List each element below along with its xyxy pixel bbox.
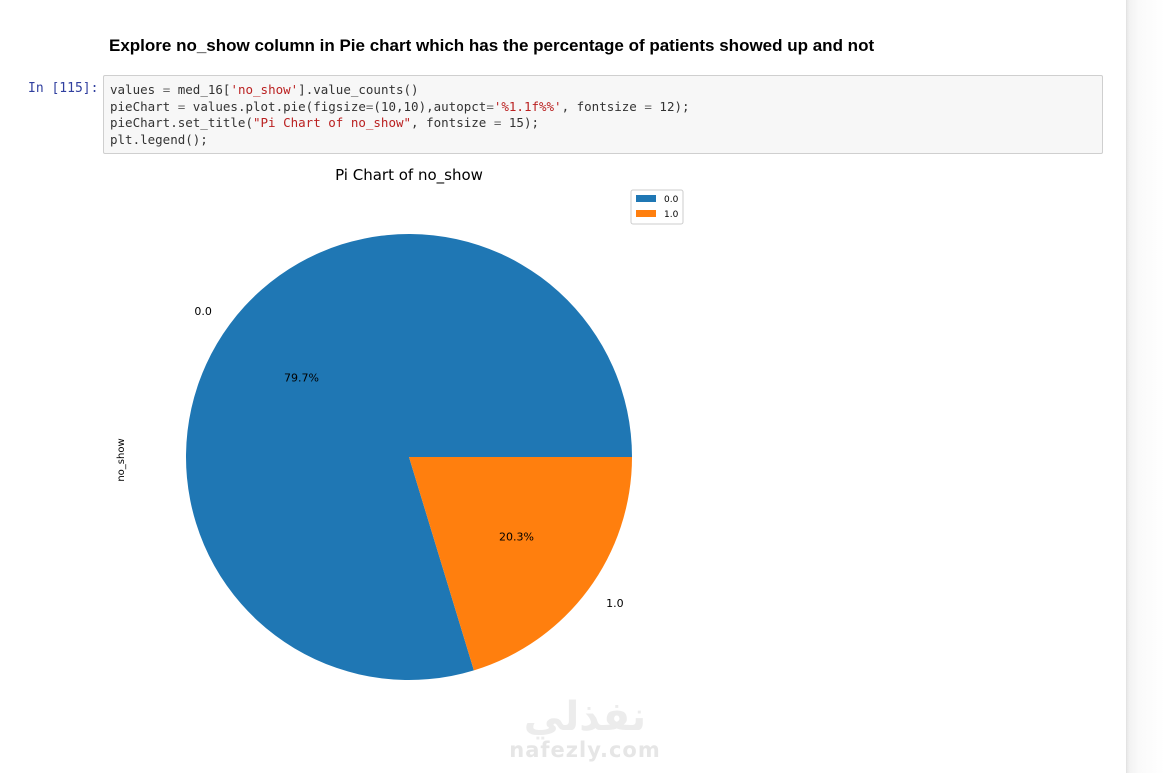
legend-swatch — [636, 195, 656, 202]
cell-prompt: In [115]: — [28, 81, 99, 96]
pie-percent-label: 20.3% — [499, 531, 534, 544]
pie-labels: 0.0 79.7% 1.0 20.3% — [194, 305, 623, 610]
code-token: = — [365, 98, 374, 114]
pie-chart: Pi Chart of no_show no_show 0.0 79.7% 1.0 2… — [116, 166, 684, 680]
code-token: plt.legend(); — [110, 131, 208, 147]
code-token: , fontsize — [561, 98, 645, 114]
watermark-arabic: نفذلي — [523, 694, 647, 740]
chart-legend: 0.0 1.0 — [630, 189, 684, 225]
code-token: ].value_counts() — [298, 82, 419, 97]
code-token: med_16[ — [170, 82, 231, 97]
code-token: = — [486, 98, 494, 114]
code-token: = — [177, 98, 186, 114]
code-line: values = med_16['no_show'].value_counts(… — [110, 82, 690, 99]
pie-slice-1-0 — [409, 457, 632, 671]
code-token: 12); — [651, 98, 690, 114]
code-token: values.plot.pie(figsize — [185, 98, 366, 114]
pie-percent-label: 79.7% — [284, 371, 319, 384]
code-token: , fontsize — [411, 115, 494, 130]
section-heading: Explore no_show column in Pie chart whic… — [109, 36, 875, 55]
code-line: plt.legend(); — [110, 132, 690, 149]
code-cell[interactable]: values = med_16['no_show'].value_counts(… — [103, 75, 1103, 154]
code-token: = — [493, 115, 502, 130]
code-token: 'no_show' — [230, 82, 299, 97]
code-token: 15); — [501, 115, 540, 130]
chart-ylabel: no_show — [116, 438, 127, 481]
code-token: values — [110, 82, 163, 97]
chart-title: Pi Chart of no_show — [335, 166, 483, 185]
code-token: "Pi Chart of no_show" — [253, 115, 412, 130]
code-line: pieChart.set_title("Pi Chart of no_show"… — [110, 115, 690, 132]
watermark-latin: nafezly.com — [509, 738, 661, 762]
pie-category-label: 1.0 — [606, 597, 624, 610]
pie-category-label: 0.0 — [194, 305, 212, 318]
code-token: (10,10),autopct — [373, 98, 487, 114]
code-line: pieChart = values.plot.pie(figsize=(10,1… — [110, 99, 690, 116]
page-right-edge — [1126, 0, 1164, 773]
legend-label: 0.0 — [664, 195, 679, 205]
code-token: = — [644, 98, 652, 114]
code-editor[interactable]: values = med_16['no_show'].value_counts(… — [110, 82, 690, 148]
code-token: pieChart.set_title( — [110, 115, 253, 130]
legend-swatch — [636, 210, 656, 217]
pie-slices — [186, 234, 632, 680]
code-token: '%1.1f%%' — [493, 98, 562, 114]
code-token: pieChart — [110, 98, 178, 114]
code-token: = — [162, 82, 171, 97]
legend-label: 1.0 — [664, 210, 679, 220]
watermark: نفذلي nafezly.com — [505, 695, 665, 761]
